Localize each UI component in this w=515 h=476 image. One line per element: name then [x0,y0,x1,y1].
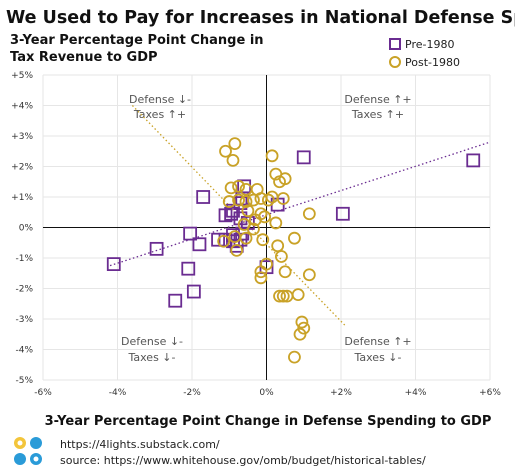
axes [43,75,490,380]
point-pre1980 [296,150,311,165]
point-post1980 [295,315,309,329]
point-post1980 [288,350,301,364]
quadrant-bottom-left-line2: Taxes ↓- [128,351,176,364]
point-post1980 [228,137,242,151]
point-post1980 [269,216,283,230]
y-tick-label: +2% [11,163,33,173]
x-tick-label: -4% [109,388,127,398]
y-tick-label: +4% [11,102,33,112]
point-pre1980 [196,190,211,204]
y-axis-label-line2: Tax Revenue to GDP [10,50,158,65]
x-tick-label: 0% [259,388,274,398]
chart-title: We Used to Pay for Increases in National… [6,8,515,28]
point-pre1980 [229,238,244,253]
footer-url: https://4lights.substack.com/ [60,438,220,451]
y-axis-label-line1: 3-Year Percentage Point Change in [10,33,264,48]
point-post1980 [230,243,244,257]
point-post1980 [254,265,268,279]
quadrant-top-left-line1: Defense ↓- [129,93,191,106]
point-post1980 [278,172,292,186]
point-post1980 [274,250,288,263]
legend-marker-pre1980 [389,38,401,50]
point-post1980 [271,239,285,253]
y-tick-label: -5% [15,376,33,386]
quadrant-bottom-right-line2: Taxes ↓- [354,351,402,364]
point-post1980 [265,149,279,163]
x-tick-labels: -6% -4% -2% 0% +2% +4% +6% [34,388,501,398]
point-post1980 [222,195,236,208]
x-tick-label: +6% [479,388,501,398]
x-tick-label: +2% [330,388,352,398]
x-tick-label: -2% [183,388,201,398]
point-post1980 [288,231,301,245]
point-post1980 [232,193,245,207]
point-pre1980 [211,232,225,247]
y-tick-labels: +5% +4% +3% +2% +1% 0% -1% -2% -3% -4% -5% [11,71,33,386]
logo-icon [14,437,42,465]
x-tick-label: -6% [34,388,52,398]
point-post1980 [302,268,316,282]
legend-label-post1980: Post-1980 [405,56,460,69]
point-post1980 [258,210,272,224]
quadrant-bottom-left-line1: Defense ↓- [121,335,183,348]
y-tick-label: +5% [11,71,33,81]
legend-marker-post1980 [389,56,401,68]
point-pre1980 [168,293,183,308]
trendlines [109,105,491,326]
y-tick-label: -3% [15,315,33,325]
x-axis-label: 3-Year Percentage Point Change in Defens… [45,414,492,429]
point-pre1980 [181,261,196,276]
y-tick-label: +1% [11,193,33,203]
point-post1980 [232,179,245,193]
point-post1980 [256,233,270,247]
data-points [106,137,481,364]
point-post1980 [226,153,240,167]
point-post1980 [278,265,292,279]
quadrant-labels: Defense ↓- Taxes ↑+ Defense ↑+ Taxes ↑+ … [121,93,412,364]
y-tick-label: -4% [15,346,33,356]
point-post1980 [254,192,268,205]
x-tick-label: +4% [405,388,427,398]
quadrant-top-right-line2: Taxes ↑+ [351,108,404,121]
trendline-pre1980 [109,141,491,267]
point-post1980 [302,207,316,221]
point-post1980 [241,204,255,218]
point-post1980 [247,193,260,207]
y-tick-label: -1% [15,254,33,264]
point-post1980 [228,230,242,244]
point-pre1980 [335,206,350,221]
point-pre1980 [466,153,481,168]
point-post1980 [261,193,275,207]
point-post1980 [239,195,253,208]
point-post1980 [273,289,286,303]
point-post1980 [254,271,268,285]
point-post1980 [276,289,290,303]
point-post1980 [293,327,307,341]
point-pre1980 [183,226,198,241]
point-post1980 [219,144,232,158]
quadrant-bottom-right-line1: Defense ↑+ [344,335,411,348]
point-pre1980 [149,241,164,256]
point-post1980 [276,192,290,205]
y-tick-label: -2% [15,285,33,295]
legend: Pre-1980 Post-1980 [389,38,460,69]
point-pre1980 [233,211,248,226]
point-pre1980 [186,284,201,299]
footer-source: source: https://www.whitehouse.gov/omb/b… [60,454,426,467]
point-pre1980 [192,237,207,252]
point-post1980 [237,218,251,231]
quadrant-top-right-line1: Defense ↑+ [344,93,411,106]
y-tick-label: 0% [19,224,34,234]
point-post1980 [217,234,231,248]
y-tick-label: +3% [11,132,33,142]
point-post1980 [224,181,238,195]
legend-label-pre1980: Pre-1980 [405,38,454,51]
point-pre1980 [106,257,121,272]
quadrant-top-left-line2: Taxes ↑+ [133,108,186,121]
point-post1980 [291,288,305,302]
point-pre1980 [218,208,233,223]
